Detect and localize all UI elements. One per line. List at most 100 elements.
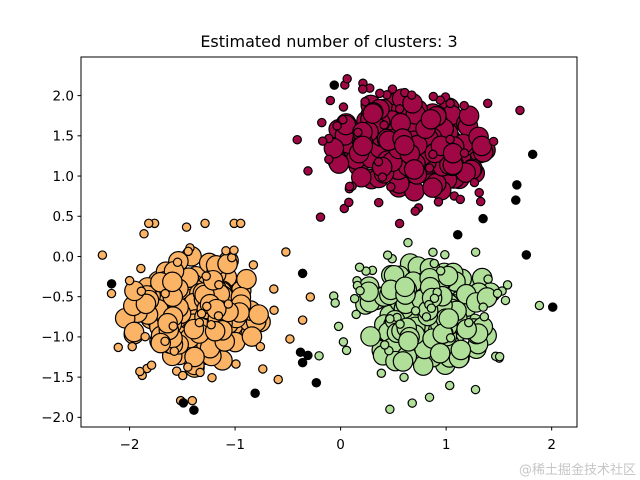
cluster-0-core-point <box>422 177 443 198</box>
cluster-2-edge-point <box>395 319 405 329</box>
cluster-1-edge-point <box>97 250 108 260</box>
cluster-1-edge-point <box>206 319 216 330</box>
noise-point <box>250 388 260 398</box>
noise-point <box>106 279 117 289</box>
cluster-2-edge-point <box>407 398 417 408</box>
cluster-1-edge-point <box>273 374 283 385</box>
cluster-1-edge-point <box>127 341 137 352</box>
cluster-1-edge-point <box>146 360 157 370</box>
cluster-0-edge-point <box>424 163 435 173</box>
cluster-2-edge-point <box>435 266 446 276</box>
cluster-1-edge-point <box>235 218 246 229</box>
cluster-1-edge-point <box>172 257 183 268</box>
axes-frame <box>80 56 578 428</box>
noise-point <box>452 230 463 240</box>
noise-point <box>329 80 340 90</box>
cluster-0-core-point <box>471 135 493 157</box>
cluster-0-edge-point <box>406 90 417 100</box>
cluster-1-edge-point <box>140 331 150 342</box>
cluster-2-core-point <box>398 331 419 352</box>
cluster-1-edge-point <box>181 222 192 232</box>
x-tick-label: 1 <box>442 437 451 453</box>
cluster-0-edge-point <box>324 154 334 165</box>
noise-point <box>189 405 199 415</box>
cluster-1-edge-point <box>269 284 279 294</box>
y-tick-label: −2.0 <box>41 410 74 426</box>
cluster-0-core-point <box>362 103 384 124</box>
cluster-2-edge-point <box>351 309 361 320</box>
cluster-0-edge-point <box>428 149 438 160</box>
cluster-1-edge-point <box>305 292 316 302</box>
cluster-0-edge-point <box>375 88 385 99</box>
cluster-2-edge-point <box>429 293 440 304</box>
cluster-2-points <box>314 237 545 415</box>
cluster-1-edge-point <box>221 246 231 256</box>
cluster-0-edge-point <box>515 105 525 116</box>
cluster-2-edge-point <box>333 321 344 332</box>
x-tick-label: −1 <box>225 437 245 453</box>
cluster-2-edge-point <box>479 311 490 322</box>
cluster-0-edge-point <box>488 136 499 147</box>
cluster-2-core-point <box>392 351 414 372</box>
cluster-1-edge-point <box>183 246 193 257</box>
cluster-0-edge-point <box>373 197 384 208</box>
cluster-1-edge-point <box>124 275 135 286</box>
cluster-0-core-point <box>403 159 425 180</box>
cluster-0-edge-point <box>459 100 469 111</box>
cluster-2-edge-point <box>385 404 395 415</box>
cluster-0-edge-point <box>317 136 328 146</box>
cluster-0-points <box>292 74 525 229</box>
noise-point <box>527 149 538 160</box>
scatter-points <box>97 74 558 415</box>
watermark: @稀土掘金技术社区 <box>519 462 636 478</box>
cluster-1-edge-point <box>196 308 207 319</box>
cluster-0-edge-point <box>292 134 302 145</box>
cluster-2-edge-point <box>428 247 438 258</box>
cluster-1-edge-point <box>178 370 188 381</box>
cluster-2-edge-point <box>421 312 432 322</box>
y-tick-label: 1.5 <box>53 129 74 145</box>
cluster-1-core-point <box>184 346 205 368</box>
noise-point <box>178 398 189 408</box>
y-tick-label: −0.5 <box>41 289 74 305</box>
cluster-2-edge-point <box>440 249 450 260</box>
noise-point <box>478 213 488 224</box>
cluster-2-core-point <box>438 308 460 329</box>
cluster-0-edge-point <box>428 91 439 102</box>
cluster-1-edge-point <box>207 372 217 383</box>
cluster-2-edge-point <box>314 351 324 361</box>
cluster-2-edge-point <box>494 351 505 362</box>
cluster-0-edge-point <box>455 194 466 205</box>
cluster-2-core-point <box>429 342 451 364</box>
cluster-0-edge-point <box>379 120 389 130</box>
cluster-1-edge-point <box>183 362 193 372</box>
cluster-0-edge-point <box>474 187 484 198</box>
cluster-0-edge-point <box>386 182 396 192</box>
cluster-1-edge-point <box>213 311 224 321</box>
x-tick-label: 0 <box>336 437 345 453</box>
cluster-2-edge-point <box>341 345 352 356</box>
cluster-0-edge-point <box>303 166 313 176</box>
cluster-1-edge-point <box>195 367 205 378</box>
cluster-0-edge-point <box>387 84 398 94</box>
cluster-1-core-point <box>162 271 183 293</box>
cluster-0-edge-point <box>317 117 327 128</box>
cluster-0-edge-point <box>377 172 388 182</box>
cluster-1-edge-point <box>143 218 154 229</box>
cluster-1-edge-point <box>194 317 205 328</box>
y-tick-label: −1.0 <box>41 330 74 346</box>
cluster-2-core-point <box>394 276 416 298</box>
cluster-1-edge-point <box>187 395 198 406</box>
cluster-0-edge-point <box>459 148 470 158</box>
cluster-1-core-point <box>241 326 263 347</box>
cluster-1-edge-point <box>255 341 266 352</box>
cluster-1-edge-point <box>285 334 295 344</box>
cluster-2-edge-point <box>426 303 437 313</box>
cluster-0-edge-point <box>325 95 336 106</box>
cluster-2-core-point <box>450 339 472 361</box>
cluster-0-core-point <box>458 105 480 127</box>
cluster-0-edge-point <box>445 98 455 109</box>
cluster-0-core-point <box>352 135 374 157</box>
